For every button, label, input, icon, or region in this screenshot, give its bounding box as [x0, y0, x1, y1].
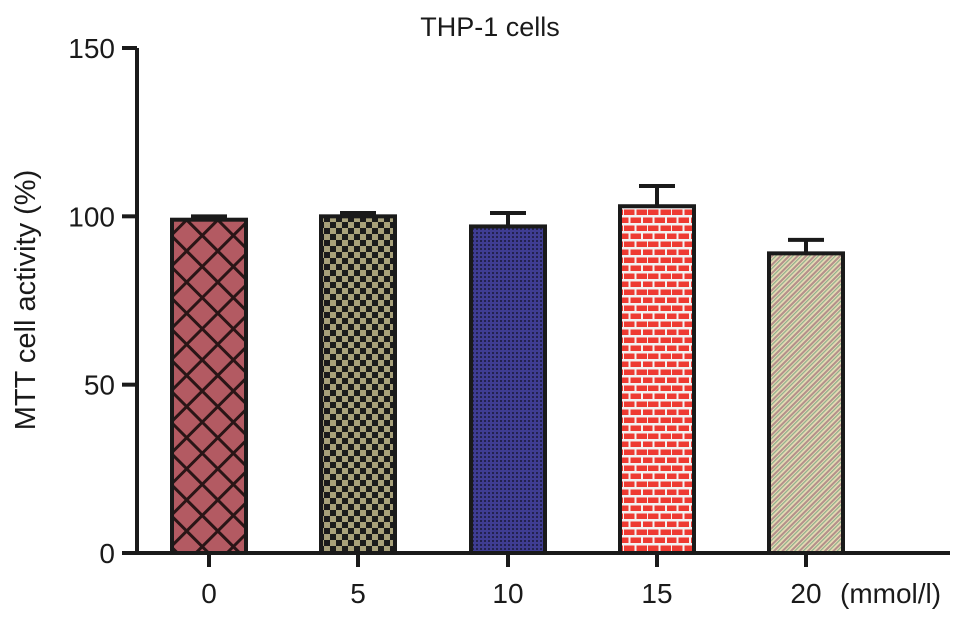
- x-tick-label: 10: [492, 578, 523, 609]
- bars-group: [170, 184, 845, 556]
- bar-5: [319, 214, 397, 555]
- bar-15: [618, 204, 696, 555]
- y-tick-label: 0: [99, 538, 115, 569]
- x-axis: 0 5 10 15 20: [135, 551, 950, 609]
- x-tick-label: 0: [201, 578, 217, 609]
- bar-0: [170, 217, 248, 555]
- y-tick-label: 50: [84, 370, 115, 401]
- y-axis: 0 50 100 150: [68, 33, 139, 569]
- x-tick-label: 15: [641, 578, 672, 609]
- chart-title: THP-1 cells: [420, 12, 560, 42]
- y-tick-label: 100: [68, 201, 115, 232]
- bar-10: [469, 224, 547, 556]
- x-axis-unit-label: (mmol/l): [840, 578, 941, 609]
- y-axis-label: MTT cell activity (%): [10, 170, 42, 430]
- bar-20: [767, 251, 845, 555]
- y-tick-label: 150: [68, 33, 115, 64]
- x-tick-label: 20: [790, 578, 821, 609]
- x-tick-label: 5: [350, 578, 366, 609]
